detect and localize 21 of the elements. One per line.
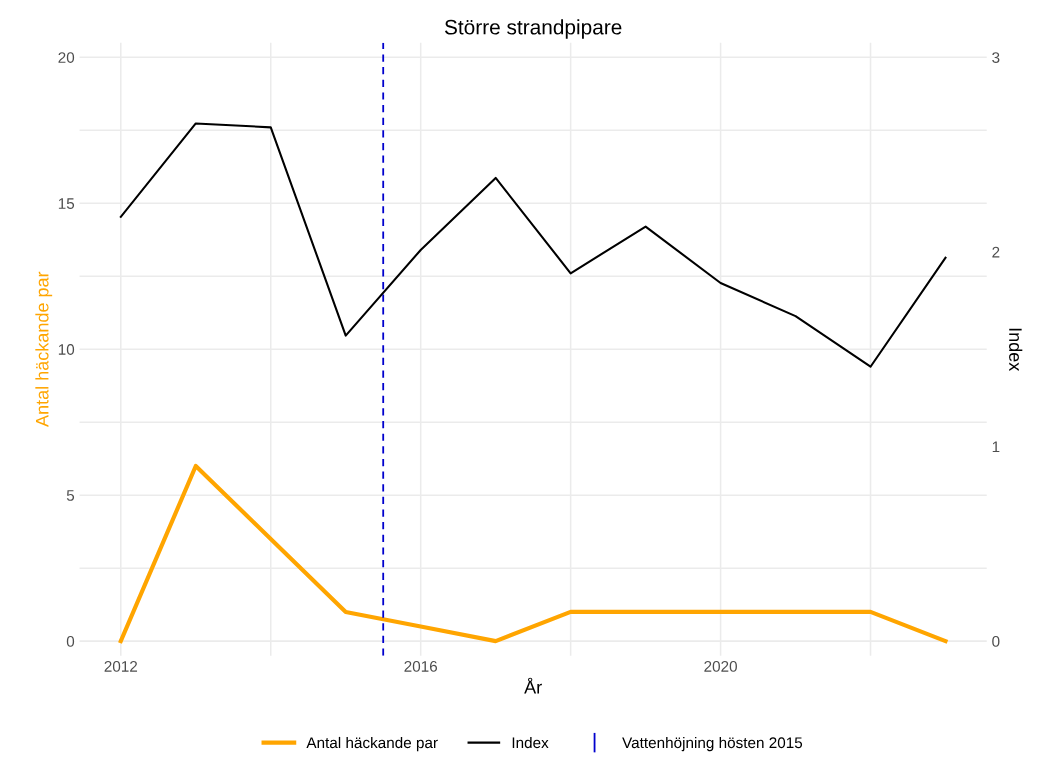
x-tick-label: 2016 — [404, 660, 438, 672]
legend-label: Antal häckande par — [306, 736, 438, 752]
y2-tick-label: 1 — [992, 441, 1000, 453]
y-tick-label: 20 — [58, 52, 75, 63]
y-axis-title: Antal häckande par — [35, 271, 53, 427]
legend-label: Index — [512, 736, 549, 749]
y-tick-label: 10 — [58, 344, 75, 355]
legend-label: Vattenhöjning hösten 2015 — [622, 736, 803, 752]
line-series — [119, 122, 947, 368]
y2-tick-label: 3 — [992, 52, 1000, 63]
x-axis-title: År — [524, 677, 542, 694]
y2-axis-title: Index — [1009, 328, 1023, 372]
y-tick-label: 15 — [58, 198, 75, 209]
x-tick-label: 2020 — [704, 660, 737, 672]
x-tick-label: 2012 — [104, 660, 138, 672]
y-tick-label: 0 — [66, 635, 75, 647]
y2-tick-label: 2 — [992, 246, 1000, 258]
chart-title: Större strandpipare — [444, 19, 622, 39]
y2-tick-label: 0 — [992, 635, 1000, 647]
y-tick-label: 5 — [66, 490, 75, 501]
line-series — [118, 463, 948, 644]
